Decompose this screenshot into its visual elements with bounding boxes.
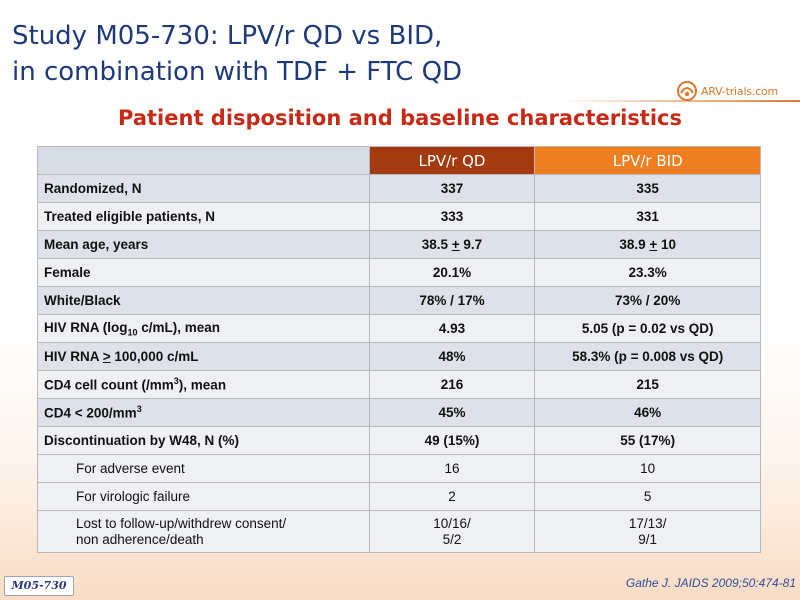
header-lpvr-qd: LPV/r QD [368,146,536,175]
table-row: Lost to follow-up/withdrew consent/non a… [37,510,761,553]
table-row: For virologic failure 2 5 [37,482,761,511]
row-label: Mean age, years [37,230,370,259]
label-part: CD4 < 200/mm [44,405,137,421]
qd-value: 20.1% [368,258,536,287]
value-line: 17/13/ [628,515,667,531]
bid-value: 10 [534,454,761,483]
row-label: White/Black [37,286,370,315]
bid-value: 331 [534,202,761,231]
bid-sd: 10 [657,237,677,252]
qd-value: 49 (15%) [368,426,536,455]
table-row: Female 20.1% 23.3% [37,258,761,287]
bid-value: 23.3% [534,258,761,287]
value-line: 10/16/ [433,515,471,531]
table-row: Randomized, N 337 335 [37,174,761,203]
qd-value: 4.93 [368,314,536,343]
plus-minus-sign: + [649,237,658,252]
row-label: Treated eligible patients, N [37,202,370,231]
bid-mean: 38.9 [619,237,650,252]
slide-title-line-1: Study M05-730: LPV/r QD vs BID, [12,21,443,51]
label-subscript: 10 [127,327,138,338]
slide-title: Study M05-730: LPV/r QD vs BID, in combi… [12,18,572,90]
table-row: CD4 < 200/mm3 45% 46% [37,398,761,427]
arv-trials-logo: ARV-trials.com [676,78,794,104]
bid-value: 73% / 20% [534,286,761,315]
bid-value: 55 (17%) [534,426,761,455]
table-row: Discontinuation by W48, N (%) 49 (15%) 5… [37,426,761,455]
qd-value: 10/16/5/2 [368,510,536,553]
plus-minus-sign: + [451,237,460,252]
greater-equal-sign: > [102,349,111,364]
row-label: For virologic failure [37,482,370,511]
row-label: CD4 cell count (/mm3), mean [37,370,370,399]
row-label: HIV RNA (log10 c/mL), mean [37,314,370,343]
citation: Gathe J. JAIDS 2009;50:474-81 [625,576,796,590]
qd-value: 337 [368,174,536,203]
bid-value: 335 [534,174,761,203]
row-label: Female [37,258,370,287]
qd-value: 16 [368,454,536,483]
row-label: Discontinuation by W48, N (%) [37,426,370,455]
header-lpvr-bid: LPV/r BID [534,146,761,175]
table-row: HIV RNA > 100,000 c/mL 48% 58.3% (p = 0.… [37,342,761,371]
qd-value: 333 [368,202,536,231]
study-tag: M05-730 [4,576,74,596]
row-label: HIV RNA > 100,000 c/mL [37,342,370,371]
bid-value: 58.3% (p = 0.008 vs QD) [534,342,761,371]
label-line: Lost to follow-up/withdrew consent/ [76,515,287,531]
qd-mean: 38.5 [421,237,452,252]
label-part: HIV RNA (log [44,319,128,335]
row-label: CD4 < 200/mm3 [37,398,370,427]
label-line: non adherence/death [76,531,204,547]
value-line: 9/1 [638,531,658,547]
value-line: 5/2 [442,531,462,547]
table-row: HIV RNA (log10 c/mL), mean 4.93 5.05 (p … [37,314,761,343]
qd-sd: 9.7 [459,237,483,252]
bid-value: 38.9 + 10 [534,230,761,259]
bid-value: 46% [534,398,761,427]
slide-title-line-2: in combination with TDF + FTC QD [12,57,463,87]
label-part: ), mean [178,377,227,393]
label-superscript: 3 [173,376,179,387]
bid-value: 5 [534,482,761,511]
row-label: Lost to follow-up/withdrew consent/non a… [37,510,370,553]
bid-value: 5.05 (p = 0.02 vs QD) [534,314,761,343]
logo-text: ARV-trials.com [701,84,779,98]
table-row: Mean age, years 38.5 + 9.7 38.9 + 10 [37,230,761,259]
qd-value: 38.5 + 9.7 [368,230,536,259]
label-part: HIV RNA [44,349,103,364]
slide-subtitle: Patient disposition and baseline charact… [118,106,682,130]
table-row: For adverse event 16 10 [37,454,761,483]
qd-value: 78% / 17% [368,286,536,315]
logo-divider-line [560,100,800,102]
qd-value: 48% [368,342,536,371]
label-part: CD4 cell count (/mm [44,377,174,393]
label-superscript: 3 [136,404,142,415]
table-row: White/Black 78% / 17% 73% / 20% [37,286,761,315]
header-empty-cell [37,146,370,175]
table-row: CD4 cell count (/mm3), mean 216 215 [37,370,761,399]
disposition-table: LPV/r QD LPV/r BID Randomized, N 337 335… [37,146,761,553]
qd-value: 2 [368,482,536,511]
bid-value: 215 [534,370,761,399]
row-label: For adverse event [37,454,370,483]
table-header-row: LPV/r QD LPV/r BID [37,146,761,175]
qd-value: 216 [368,370,536,399]
table-row: Treated eligible patients, N 333 331 [37,202,761,231]
label-part: 100,000 c/mL [110,349,199,364]
qd-value: 45% [368,398,536,427]
arv-logo-icon [677,81,697,101]
label-part: c/mL), mean [137,319,221,335]
row-label: Randomized, N [37,174,370,203]
bid-value: 17/13/9/1 [534,510,761,553]
